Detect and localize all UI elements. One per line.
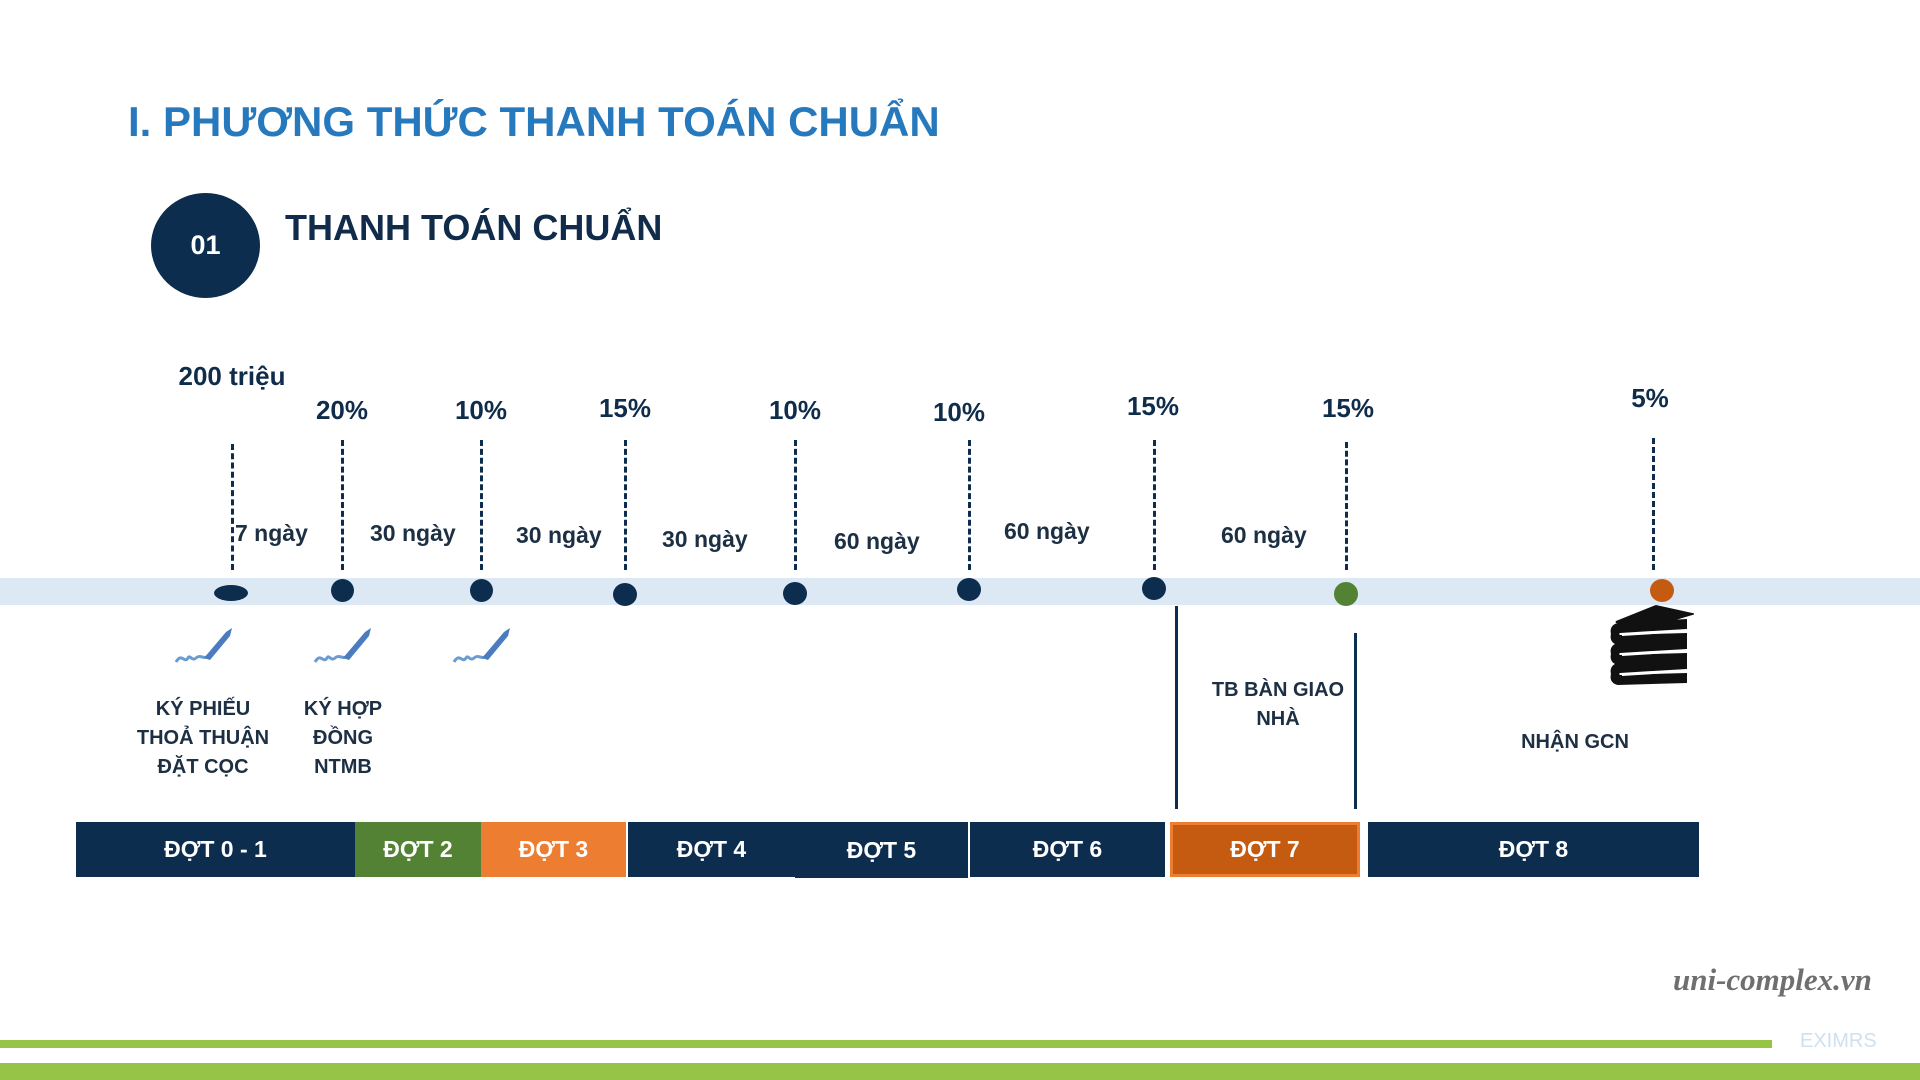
milestone-3-dot [613,583,637,606]
installment-5: ĐỢT 5 [795,822,968,878]
installment-6: ĐỢT 6 [970,822,1165,877]
interval-1-days: 7 ngày [235,520,308,546]
milestone-4-line [794,440,797,570]
milestone-0-dot [214,585,248,601]
interval-4-days: 30 ngày [662,526,748,552]
books-stack-icon [1610,604,1694,686]
milestone-1-line [341,440,344,570]
event-deposit-label: KÝ PHIẾU THOẢ THUẬN ĐẶT CỌC [136,698,270,778]
footer-tag: EXIMRS [1800,1030,1877,1052]
handover-right-line [1354,633,1357,809]
milestone-7-dot [1334,582,1358,606]
milestone-0-line [231,444,234,570]
milestone-8-line [1652,438,1655,570]
interval-3-days: 30 ngày [516,522,602,548]
milestone-5-percent: 10% [932,397,986,427]
installment-7: ĐỢT 7 [1170,822,1360,877]
interval-5-days: 60 ngày [834,528,920,554]
milestone-2-line [480,440,483,570]
milestone-8-dot [1650,579,1674,602]
watermark: uni-complex.vn [1673,962,1872,997]
milestone-1-percent: 20% [315,395,369,425]
milestone-5-line [968,440,971,570]
milestone-3-line [624,440,627,570]
installment-8: ĐỢT 8 [1368,822,1699,877]
milestone-1-dot [331,579,354,602]
milestone-0-amount: 200 triệu [178,361,286,391]
installment-0-1: ĐỢT 0 - 1 [76,822,355,877]
event-handover-label: TB BÀN GIAO NHÀ [1211,679,1345,730]
event-certificate-label: NHẬN GCN [1521,731,1629,753]
step-number-badge: 01 [151,193,260,298]
footer-line [0,1040,1772,1048]
installment-2: ĐỢT 2 [355,822,481,877]
interval-6-days: 60 ngày [1004,518,1090,544]
milestone-6-dot [1142,577,1166,600]
page-title: I. PHƯƠNG THỨC THANH TOÁN CHUẨN [128,98,940,145]
milestone-4-dot [783,582,807,605]
milestone-6-line [1153,440,1156,570]
handover-left-line [1175,606,1178,809]
milestone-6-percent: 15% [1126,391,1180,421]
signature-pen-icon [313,628,371,663]
milestone-2-dot [470,579,493,602]
footer-line [0,1063,1920,1080]
event-contract-label: KÝ HỢP ĐỒNG NTMB [303,698,383,778]
milestone-4-percent: 10% [768,395,822,425]
interval-2-days: 30 ngày [370,520,456,546]
signature-pen-icon [452,628,510,663]
milestone-5-dot [957,578,981,601]
milestone-7-percent: 15% [1321,393,1375,423]
installment-4: ĐỢT 4 [628,822,795,877]
milestone-7-line [1345,442,1348,570]
milestone-2-percent: 10% [454,395,508,425]
milestone-8-percent: 5% [1631,383,1669,413]
milestone-3-percent: 15% [598,393,652,423]
installment-3: ĐỢT 3 [481,822,626,877]
section-title: THANH TOÁN CHUẨN [285,207,663,248]
interval-7-days: 60 ngày [1221,522,1307,548]
signature-pen-icon [174,628,232,663]
